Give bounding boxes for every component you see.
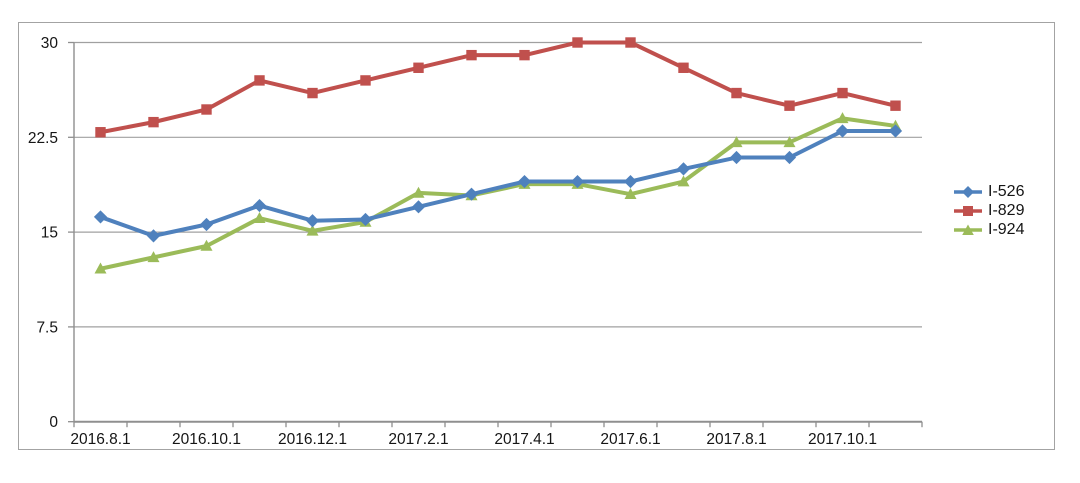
square-marker-i-829 bbox=[413, 62, 424, 73]
legend-item-i924: I-924 bbox=[953, 221, 1024, 239]
axes bbox=[68, 41, 923, 428]
triangle-marker-i-924 bbox=[677, 175, 690, 187]
square-marker-i-829 bbox=[890, 100, 901, 111]
x-tick-label: 2016.12.1 bbox=[278, 431, 347, 448]
legend-item-i526: I-526 bbox=[953, 183, 1024, 201]
square-marker-i-829 bbox=[254, 75, 265, 86]
triangle-marker-i-924 bbox=[783, 136, 796, 148]
triangle-marker-i-924 bbox=[730, 136, 743, 148]
series-i-924 bbox=[94, 112, 902, 274]
square-marker-i-829 bbox=[307, 87, 318, 99]
y-tick-label: 30 bbox=[41, 35, 59, 52]
y-tick-label: 7.5 bbox=[36, 319, 58, 336]
y-tick-label: 0 bbox=[49, 414, 58, 431]
legend-triangle-icon bbox=[954, 224, 982, 235]
square-marker-i-829 bbox=[519, 49, 530, 61]
x-tick-label: 2017.4.1 bbox=[494, 431, 554, 448]
square-marker-i-829 bbox=[625, 37, 636, 48]
diamond-marker-i-526 bbox=[517, 174, 532, 189]
legend-square-icon bbox=[954, 206, 982, 216]
legend: I-526 I-829 I-924 bbox=[953, 183, 1024, 239]
square-marker-i-829 bbox=[837, 87, 848, 99]
diamond-marker-i-526 bbox=[93, 210, 108, 224]
square-marker-i-829 bbox=[466, 49, 477, 61]
triangle-marker-i-924 bbox=[200, 239, 213, 251]
diamond-marker-i-526 bbox=[305, 214, 320, 228]
triangle-marker-i-924 bbox=[836, 112, 849, 124]
triangle-marker-i-924 bbox=[624, 187, 637, 199]
diamond-marker-i-526 bbox=[729, 150, 744, 165]
y-tick-label: 22.5 bbox=[28, 130, 58, 147]
square-marker-i-829 bbox=[148, 116, 159, 128]
gridlines bbox=[74, 41, 922, 328]
triangle-marker-i-924 bbox=[306, 224, 319, 236]
triangle-marker-i-924 bbox=[94, 262, 107, 274]
triangle-marker-i-924 bbox=[253, 211, 266, 223]
x-tick-label: 2017.10.1 bbox=[808, 431, 877, 448]
square-marker-i-829 bbox=[201, 104, 212, 115]
diamond-marker-i-526 bbox=[888, 124, 903, 138]
y-tick-labels: 0 7.5 15 22.5 30 bbox=[28, 35, 59, 431]
triangle-marker-i-924 bbox=[412, 186, 425, 198]
chart-border bbox=[18, 22, 1055, 450]
x-tick-label: 2016.10.1 bbox=[172, 431, 241, 448]
x-tick-label: 2017.2.1 bbox=[388, 431, 448, 448]
legend-label-i829: I-829 bbox=[988, 202, 1025, 219]
square-marker-i-829 bbox=[572, 37, 583, 48]
series-i-829 bbox=[95, 37, 901, 138]
diamond-marker-i-526 bbox=[835, 124, 850, 138]
square-marker-i-829 bbox=[678, 62, 689, 73]
x-tick-label: 2017.6.1 bbox=[600, 431, 660, 448]
legend-diamond-icon bbox=[954, 186, 982, 198]
diamond-marker-i-526 bbox=[464, 187, 479, 201]
diamond-marker-i-526 bbox=[782, 150, 797, 165]
legend-label-i526: I-526 bbox=[988, 183, 1025, 200]
square-marker-i-829 bbox=[95, 127, 106, 138]
diamond-marker-i-526 bbox=[199, 217, 214, 232]
diamond-marker-i-526 bbox=[358, 212, 373, 227]
diamond-marker-i-526 bbox=[146, 229, 161, 243]
x-tick-label: 2016.8.1 bbox=[70, 431, 130, 448]
series-line-i-829 bbox=[98, 40, 898, 135]
series-line-i-924 bbox=[98, 116, 898, 271]
series-line-i-526 bbox=[98, 128, 898, 238]
triangle-marker-i-924 bbox=[147, 251, 160, 263]
legend-item-i829: I-829 bbox=[953, 202, 1024, 220]
series-i-526 bbox=[93, 124, 903, 243]
legend-label-i924: I-924 bbox=[988, 221, 1025, 238]
square-marker-i-829 bbox=[784, 100, 795, 111]
diamond-marker-i-526 bbox=[623, 174, 638, 189]
diamond-marker-i-526 bbox=[411, 200, 426, 214]
diamond-marker-i-526 bbox=[570, 174, 585, 189]
x-tick-label: 2017.8.1 bbox=[706, 431, 766, 448]
diamond-marker-i-526 bbox=[252, 198, 267, 213]
square-marker-i-829 bbox=[731, 87, 742, 99]
diamond-marker-i-526 bbox=[676, 162, 691, 176]
y-tick-label: 15 bbox=[41, 225, 58, 242]
square-marker-i-829 bbox=[360, 75, 371, 86]
x-tick-labels: 2016.8.1 2016.10.1 2016.12.1 2017.2.1 2017.4… bbox=[70, 431, 877, 448]
